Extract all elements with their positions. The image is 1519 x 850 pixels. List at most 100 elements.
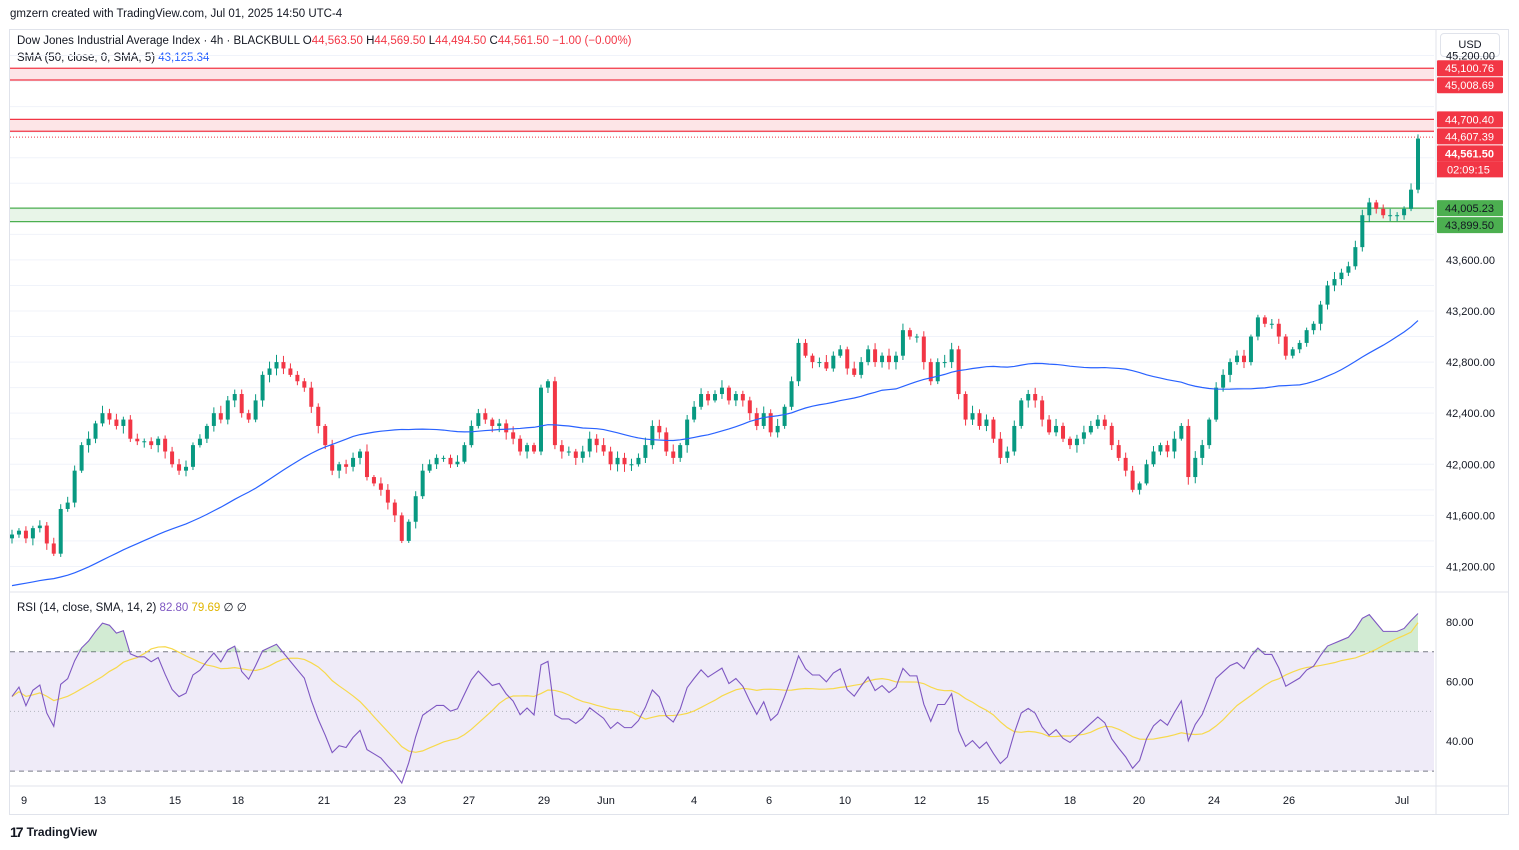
price-label-badge (1437, 111, 1503, 128)
candle-body (1074, 438, 1079, 446)
candle-body (1402, 208, 1407, 216)
candle-body (538, 387, 543, 452)
symbol-label[interactable]: Dow Jones Industrial Average Index · 4h … (17, 35, 300, 47)
time-axis: 9 13 15 18 21 23 27 29 Jun 4 6 10 12 15 18 20 24 26 Jul (21, 795, 1409, 807)
price-tick-label: 42,400.00 (1446, 408, 1495, 420)
time-tick-label: 20 (1133, 795, 1145, 807)
candle-body (810, 355, 815, 363)
candle-body (1165, 445, 1170, 452)
candle-body (545, 381, 550, 388)
candle-body (121, 419, 126, 426)
price-axis: 41,200.00 41,600.00 42,000.00 42,400.00 42,8… (1437, 51, 1503, 748)
sma-label: SMA (50, close, 0, SMA, 5) (17, 52, 156, 64)
candle-body (65, 502, 70, 509)
price-label-badge (1437, 128, 1503, 145)
candle-body (351, 457, 356, 467)
candle-body (1200, 445, 1205, 458)
candle-body (1304, 330, 1309, 343)
candle-body (281, 362, 286, 369)
candle-body (525, 445, 530, 452)
candle-body (302, 381, 307, 388)
candle-body (511, 432, 516, 439)
sma-line (11, 320, 1419, 587)
candle-body (1339, 272, 1344, 280)
rsi-legend[interactable]: RSI (14, close, SMA, 14, 2) 82.80 79.69 … (17, 600, 247, 614)
price-tick-label: 42,800.00 (1446, 357, 1495, 369)
candle-body (803, 342, 808, 356)
candle-body (657, 425, 662, 433)
candle-body (594, 438, 599, 446)
candle-body (768, 413, 773, 433)
candle-body (699, 394, 704, 407)
price-zones (10, 67, 1434, 223)
candle-body (831, 355, 836, 369)
price-label-text: 45,100.76 (1445, 63, 1494, 75)
price-label-badge (1437, 60, 1503, 77)
candle-body (1214, 387, 1219, 420)
time-tick-label: 29 (538, 795, 550, 807)
candle-body (1151, 451, 1156, 465)
time-tick-label: 26 (1283, 795, 1295, 807)
candle-body (114, 419, 119, 426)
candle-body (399, 515, 404, 541)
candle-body (1332, 279, 1337, 286)
candle-body (163, 438, 168, 452)
candle-body (949, 349, 954, 363)
candle-body (956, 349, 961, 395)
sma-legend[interactable]: SMA (50, close, 0, SMA, 5) 43,125.34 (17, 52, 209, 64)
candle-body (726, 387, 731, 401)
time-tick-label: 13 (94, 795, 106, 807)
candle-body (601, 445, 606, 452)
candle-body (880, 355, 885, 363)
candle-body (852, 368, 857, 375)
time-tick-label: Jun (597, 795, 615, 807)
time-tick-label: 18 (232, 795, 244, 807)
candle-body (1235, 355, 1240, 363)
candle-body (1033, 394, 1038, 401)
candlesticks (10, 134, 1420, 557)
price-tick-label: 43,200.00 (1446, 306, 1495, 318)
candle-body (532, 445, 537, 452)
candle-body (1109, 425, 1114, 446)
price-label-badge (1437, 200, 1503, 217)
candle-body (1158, 445, 1163, 452)
candle-body (942, 362, 947, 364)
candle-body (629, 464, 634, 466)
candle-body (51, 543, 56, 554)
rsi-pane (10, 613, 1434, 785)
candle-body (1269, 323, 1274, 325)
candle-body (1047, 419, 1052, 433)
candle-body (692, 406, 697, 420)
change-value: −1.00 (−0.00%) (552, 35, 632, 47)
price-label-text: 44,700.40 (1445, 114, 1494, 126)
candle-body (197, 438, 202, 446)
candle-body (58, 508, 63, 554)
rsi-value: 82.80 (159, 602, 189, 614)
currency-button[interactable]: USD (1440, 33, 1500, 57)
candle-body (441, 457, 446, 459)
candle-body (1297, 342, 1302, 350)
tradingview-logo-icon: 17 (10, 824, 24, 840)
candle-body (740, 394, 745, 401)
candle-body (984, 419, 989, 426)
time-tick-label: 15 (169, 795, 181, 807)
candle-body (225, 400, 230, 420)
tradingview-footer[interactable]: 17 TradingView (10, 824, 97, 840)
candle-body (239, 394, 244, 414)
candle-body (309, 387, 314, 407)
candle-body (977, 413, 982, 426)
countdown-text: 02:09:15 (1447, 164, 1490, 176)
rsi-tick-label: 60.00 (1446, 677, 1474, 689)
candle-body (685, 419, 690, 446)
candle-body (706, 394, 711, 401)
candle-body (678, 445, 683, 458)
candle-body (636, 457, 641, 465)
candle-body (1255, 317, 1260, 337)
candle-body (344, 464, 349, 467)
price-tick-label: 43,600.00 (1446, 255, 1495, 267)
candle-body (713, 394, 717, 401)
candle-body (552, 381, 557, 446)
candle-body (1123, 457, 1128, 471)
candle-body (260, 374, 265, 401)
